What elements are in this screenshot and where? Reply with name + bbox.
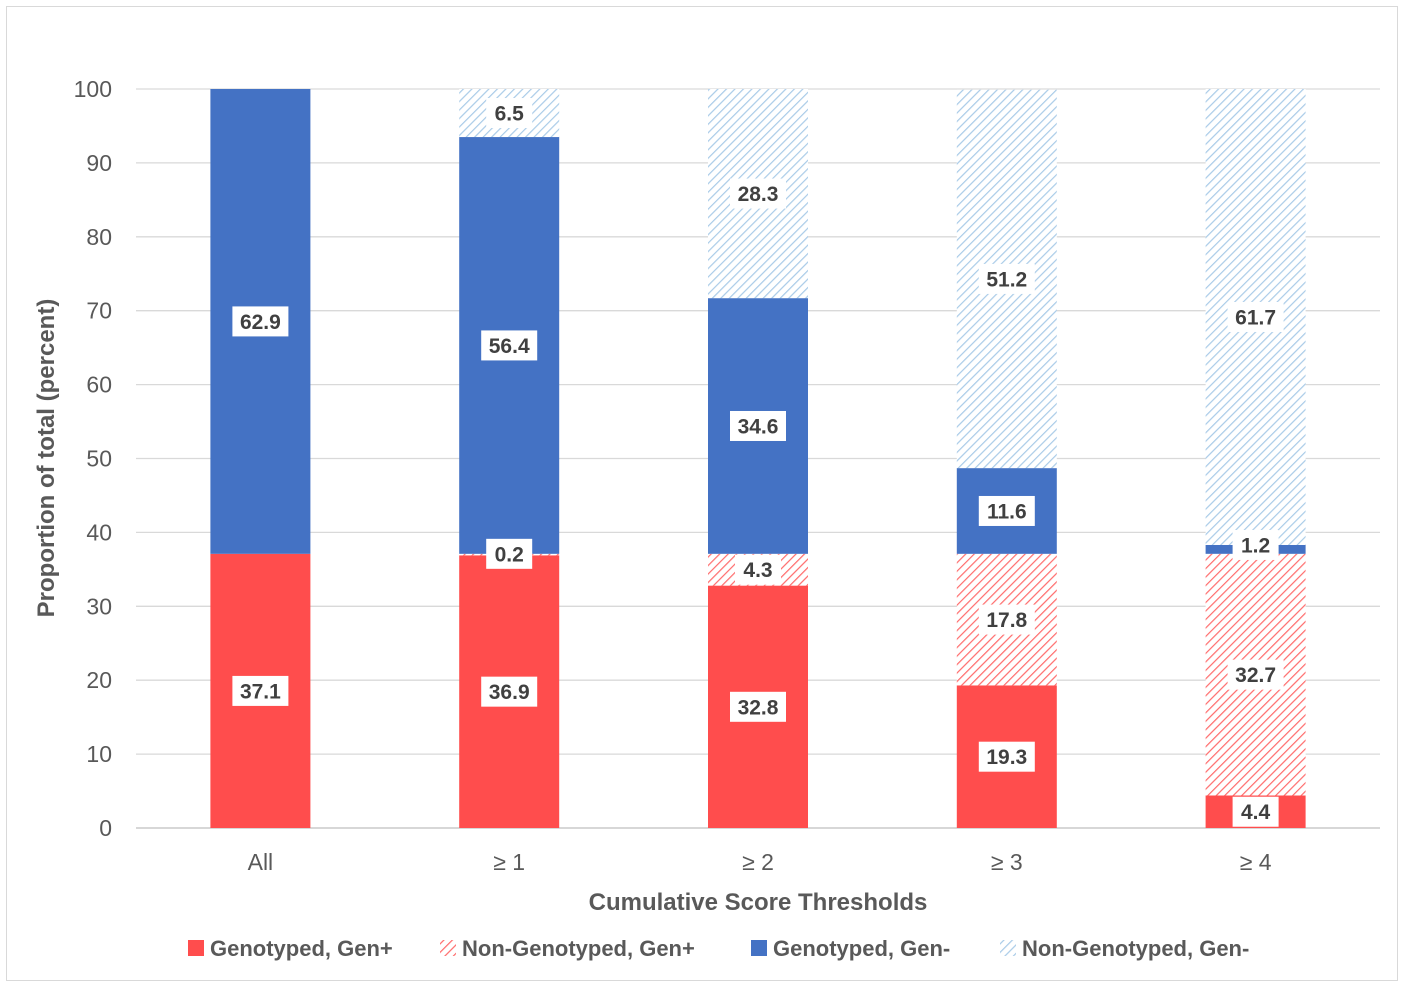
y-tick-label: 30 bbox=[86, 593, 112, 619]
data-label-box bbox=[1227, 659, 1284, 690]
x-axis-title: Cumulative Score Thresholds bbox=[589, 889, 928, 916]
y-tick-label: 60 bbox=[86, 372, 112, 398]
y-tick-label: 20 bbox=[86, 667, 112, 693]
data-label-box bbox=[978, 741, 1035, 772]
x-tick-label: ≥ 4 bbox=[1240, 849, 1272, 875]
legend-label: Non-Genotyped, Gen+ bbox=[462, 936, 695, 961]
data-label: 34.6 bbox=[738, 415, 779, 438]
y-tick-label: 90 bbox=[86, 150, 112, 176]
data-label: 1.2 bbox=[1241, 534, 1270, 557]
y-tick-label: 40 bbox=[86, 519, 112, 545]
data-label-box bbox=[481, 676, 538, 707]
x-tick-label: ≥ 3 bbox=[991, 849, 1023, 875]
data-label: 32.7 bbox=[1235, 664, 1276, 687]
data-label-box bbox=[1232, 529, 1279, 560]
data-label: 11.6 bbox=[987, 500, 1027, 523]
data-label-box bbox=[1227, 301, 1284, 332]
x-tick-label: ≥ 2 bbox=[742, 849, 774, 875]
legend-swatch bbox=[751, 940, 767, 956]
data-labels: 37.1 62.9 36.9 0.2 56.4 6.5 32.8 4.3 34.6 28.3 19.… bbox=[232, 98, 1284, 827]
data-label-box bbox=[486, 98, 533, 129]
legend-label: Genotyped, Gen+ bbox=[210, 936, 393, 961]
legend-swatch bbox=[440, 940, 456, 956]
data-label: 36.9 bbox=[489, 681, 530, 704]
y-axis-title: Proportion of total (percent) bbox=[33, 299, 60, 618]
y-tick-label: 10 bbox=[86, 741, 112, 767]
legend-label: Non-Genotyped, Gen- bbox=[1022, 936, 1249, 961]
data-label-box bbox=[730, 178, 786, 209]
y-tick-label: 70 bbox=[86, 298, 112, 324]
data-label-box bbox=[978, 495, 1035, 526]
data-label: 4.4 bbox=[1241, 801, 1271, 824]
data-label: 28.3 bbox=[738, 183, 779, 206]
legend-label: Genotyped, Gen- bbox=[773, 936, 950, 961]
data-label-box bbox=[1232, 796, 1279, 827]
x-tick-label: ≥ 1 bbox=[493, 849, 525, 875]
data-label: 56.4 bbox=[489, 335, 530, 358]
data-label-box bbox=[232, 675, 289, 706]
data-label-box bbox=[730, 691, 786, 722]
data-label-box bbox=[232, 306, 289, 337]
data-label: 4.3 bbox=[743, 559, 772, 582]
data-label-box bbox=[978, 263, 1035, 294]
y-tick-label: 80 bbox=[86, 224, 112, 250]
legend-swatch bbox=[188, 940, 204, 956]
data-label-box bbox=[735, 554, 781, 585]
y-axis-ticks: 0 10 20 30 40 50 60 70 80 90 100 bbox=[74, 76, 112, 841]
data-label: 61.7 bbox=[1235, 306, 1276, 329]
data-label-box bbox=[730, 410, 786, 441]
data-label-box bbox=[481, 330, 538, 361]
x-tick-label: All bbox=[248, 849, 274, 875]
x-axis-ticks: All ≥ 1 ≥ 2 ≥ 3 ≥ 4 bbox=[248, 849, 1272, 875]
data-label: 19.3 bbox=[986, 746, 1027, 769]
legend: Genotyped, Gen+ Non-Genotyped, Gen+ Genoty… bbox=[188, 936, 1249, 961]
data-label: 37.1 bbox=[240, 680, 281, 703]
data-label: 62.9 bbox=[240, 311, 281, 334]
data-label-box bbox=[486, 538, 533, 569]
data-label: 6.5 bbox=[495, 103, 525, 126]
data-label: 51.2 bbox=[986, 268, 1027, 291]
data-label: 0.2 bbox=[495, 543, 524, 566]
data-label: 17.8 bbox=[986, 609, 1027, 632]
data-label: 32.8 bbox=[738, 696, 779, 719]
data-label-box bbox=[978, 604, 1035, 635]
y-tick-label: 50 bbox=[86, 446, 112, 472]
y-tick-label: 0 bbox=[99, 815, 112, 841]
legend-swatch bbox=[1000, 940, 1016, 956]
y-tick-label: 100 bbox=[74, 76, 112, 102]
